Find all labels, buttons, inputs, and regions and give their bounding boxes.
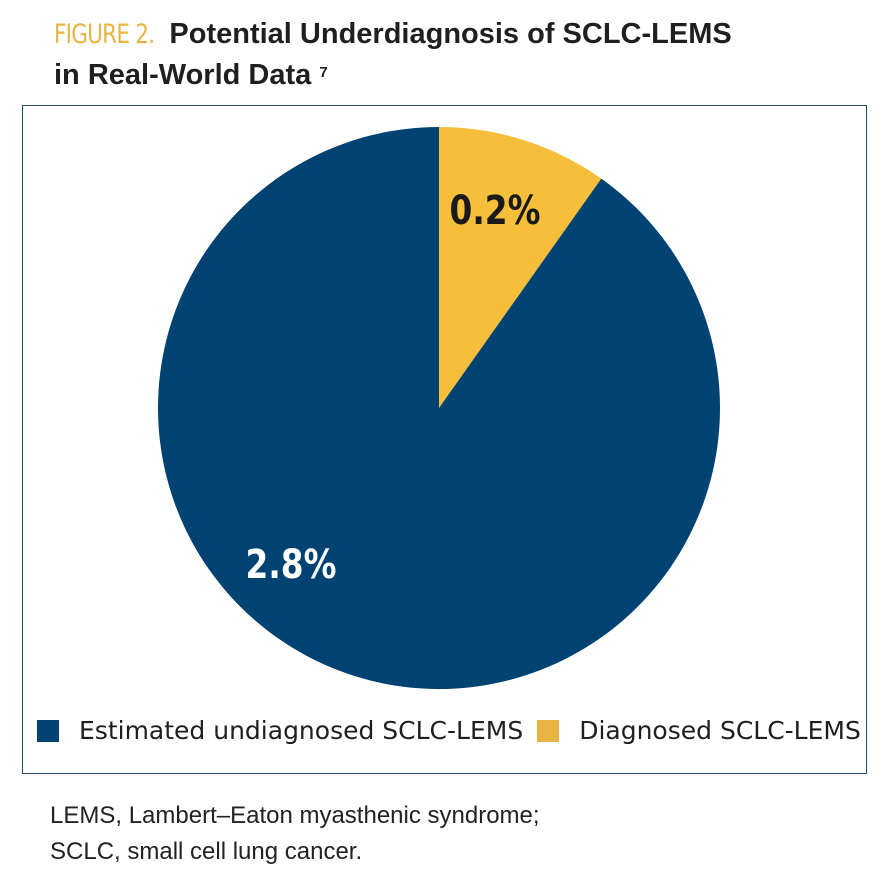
pie-slice-diagnosed — [439, 127, 602, 408]
title-line2: in Real-World Data — [54, 59, 312, 91]
slice-label-diagnosed: 0.2% — [450, 187, 541, 234]
title-line1: Potential Underdiagnosis of SCLC-LEMS — [169, 18, 732, 50]
title-reference: 7 — [319, 64, 328, 81]
figure-label: FIGURE 2. — [54, 19, 155, 50]
figure-title: FIGURE 2. Potential Underdiagnosis of SC… — [54, 14, 874, 95]
legend-label-undiagnosed: Estimated undiagnosed SCLC-LEMS — [79, 716, 524, 745]
pie-slice-undiagnosed — [157, 127, 721, 689]
legend-swatch-undiagnosed — [37, 719, 59, 742]
legend-label-diagnosed: Diagnosed SCLC-LEMS — [579, 716, 861, 745]
legend-swatch-diagnosed — [537, 719, 560, 742]
footnote-line2: SCLC, small cell lung cancer. — [50, 838, 363, 865]
legend-item-undiagnosed: Estimated undiagnosed SCLC-LEMS — [37, 716, 523, 745]
pie-chart: 0.2% 2.8% — [157, 127, 721, 689]
footnote-line1: LEMS, Lambert–Eaton myasthenic syndrome; — [50, 802, 540, 829]
slice-label-undiagnosed: 2.8% — [246, 541, 337, 588]
legend: Estimated undiagnosed SCLC-LEMS Diagnose… — [37, 716, 875, 745]
footnote: LEMS, Lambert–Eaton myasthenic syndrome;… — [50, 798, 540, 870]
legend-item-diagnosed: Diagnosed SCLC-LEMS — [537, 716, 861, 745]
chart-frame: 0.2% 2.8% Estimated undiagnosed SCLC-LEMS… — [22, 105, 867, 774]
